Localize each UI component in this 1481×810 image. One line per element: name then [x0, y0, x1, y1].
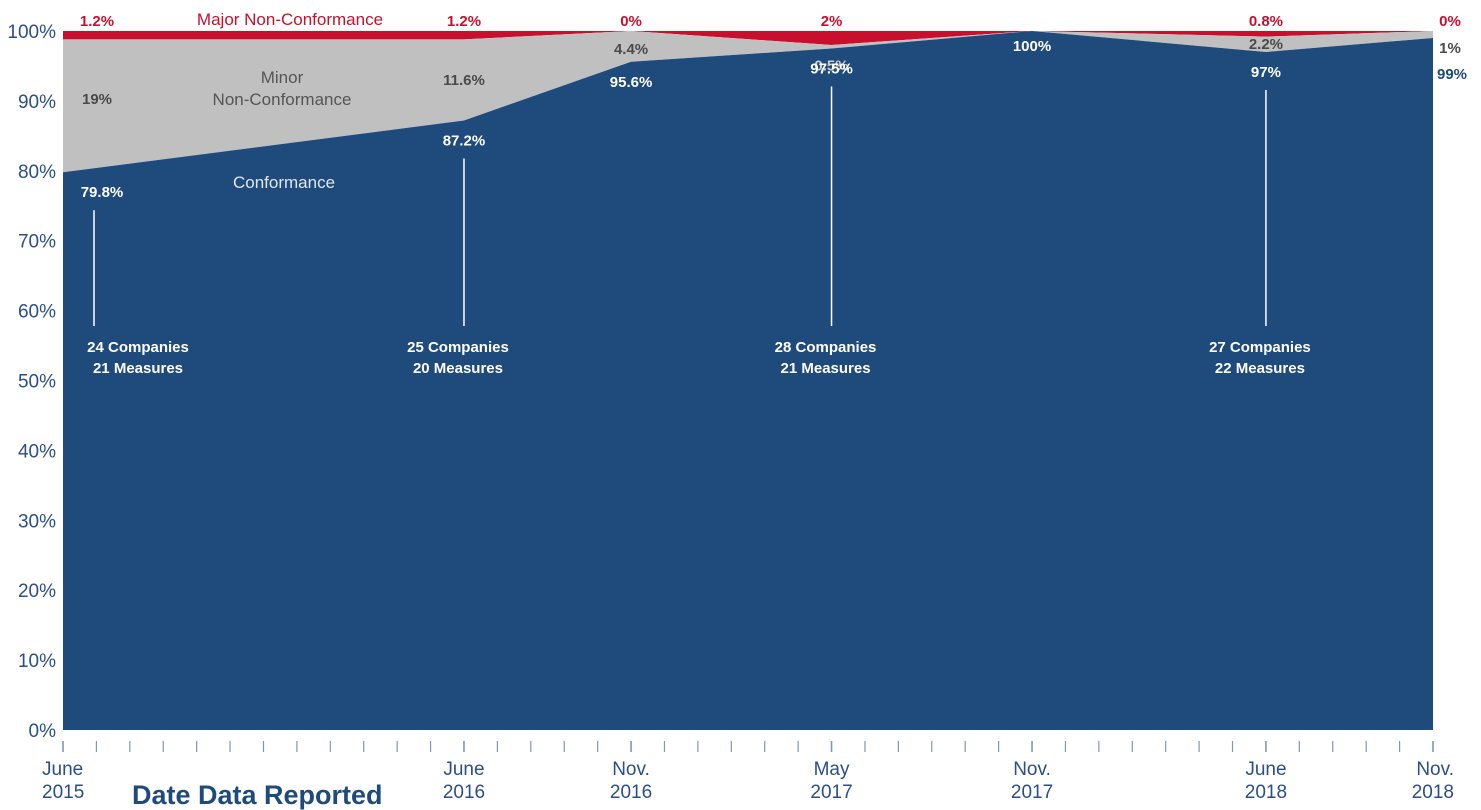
- x-axis: June2015June2016Nov.2016May2017Nov.2017J…: [42, 741, 1454, 803]
- x-tick-label: 2016: [443, 782, 485, 803]
- x-tick-label: June: [1245, 759, 1286, 780]
- x-axis-title: Date Data Reported: [132, 780, 383, 810]
- conformance-value-label: 79.8%: [81, 184, 124, 201]
- annotation-label: 25 Companies: [407, 339, 509, 356]
- x-tick-label: Nov.: [1013, 759, 1051, 780]
- y-tick-label: 100%: [7, 22, 56, 43]
- minor-nonconformance-area: [63, 31, 1433, 173]
- conformance-value-label: 87.2%: [443, 132, 486, 149]
- x-tick-label: 2015: [42, 782, 84, 803]
- x-tick-label: Nov.: [1416, 759, 1454, 780]
- x-tick-label: May: [814, 759, 850, 780]
- conformance-value-label: 99%: [1437, 66, 1467, 83]
- conformance-value-label: 95.6%: [610, 74, 653, 91]
- series-name-conformance: Conformance: [233, 173, 335, 192]
- data-labels: 1.2% 19% 79.8% 1.2% 11.6% 87.2% 0% 4.4% 95.6% 2% 0…: [80, 13, 1467, 201]
- x-tick-label: June: [42, 759, 83, 780]
- series-names: Major Non-Conformance Minor Non-Conformanc…: [197, 10, 383, 192]
- x-tick-label: 2018: [1412, 782, 1454, 803]
- major-value-label: 1.2%: [80, 13, 114, 30]
- annotation-label: 20 Measures: [413, 360, 503, 377]
- major-value-label: 0.8%: [1249, 13, 1283, 30]
- x-tick-label: Nov.: [612, 759, 650, 780]
- area-layers: [63, 31, 1433, 730]
- x-tick-label: 2017: [1011, 782, 1053, 803]
- y-tick-label: 20%: [18, 581, 56, 602]
- x-tick-label: 2018: [1245, 782, 1287, 803]
- major-value-label: 0%: [620, 13, 642, 30]
- minor-value-label: 19%: [82, 91, 112, 108]
- major-nonconformance-area: [63, 31, 1433, 45]
- major-value-label: 0%: [1439, 13, 1461, 30]
- minor-value-label: 4.4%: [614, 41, 648, 58]
- annotation-label: 27 Companies: [1209, 339, 1311, 356]
- x-tick-label: 2017: [810, 782, 852, 803]
- conformance-area: [63, 31, 1433, 730]
- annotation-label: 21 Measures: [781, 360, 871, 377]
- y-tick-label: 30%: [18, 511, 56, 532]
- annotation-label: 22 Measures: [1215, 360, 1305, 377]
- y-tick-label: 40%: [18, 441, 56, 462]
- series-name-major: Major Non-Conformance: [197, 10, 383, 29]
- series-name-minor: Non-Conformance: [213, 90, 352, 109]
- y-tick-label: 10%: [18, 651, 56, 672]
- y-tick-label: 0%: [29, 721, 57, 742]
- series-name-minor: Minor: [261, 68, 304, 87]
- major-value-label: 1.2%: [447, 13, 481, 30]
- y-tick-label: 50%: [18, 372, 56, 393]
- annotation-label: 24 Companies: [87, 339, 189, 356]
- annotation-label: 21 Measures: [93, 360, 183, 377]
- conformance-value-label: 100%: [1013, 38, 1051, 55]
- y-tick-label: 70%: [18, 232, 56, 253]
- y-tick-label: 80%: [18, 162, 56, 183]
- y-tick-label: 90%: [18, 92, 56, 113]
- x-tick-label: June: [443, 759, 484, 780]
- minor-value-label: 2.2%: [1249, 36, 1283, 53]
- y-tick-label: 60%: [18, 302, 56, 323]
- annotations: 24 Companies 21 Measures 25 Companies 20 Me…: [87, 86, 1311, 377]
- conformance-value-label: 97.5%: [810, 60, 853, 77]
- x-tick-label: 2016: [610, 782, 652, 803]
- major-value-label: 2%: [821, 13, 843, 30]
- minor-value-label: 1%: [1439, 40, 1461, 57]
- minor-value-label: 0.5%: [814, 57, 848, 74]
- y-axis: 0% 10% 20% 30% 40% 50% 60% 70% 80% 90% 100%: [7, 22, 56, 742]
- annotation-label: 28 Companies: [775, 339, 877, 356]
- conformance-value-label: 97%: [1251, 64, 1281, 81]
- minor-value-label: 11.6%: [443, 72, 485, 89]
